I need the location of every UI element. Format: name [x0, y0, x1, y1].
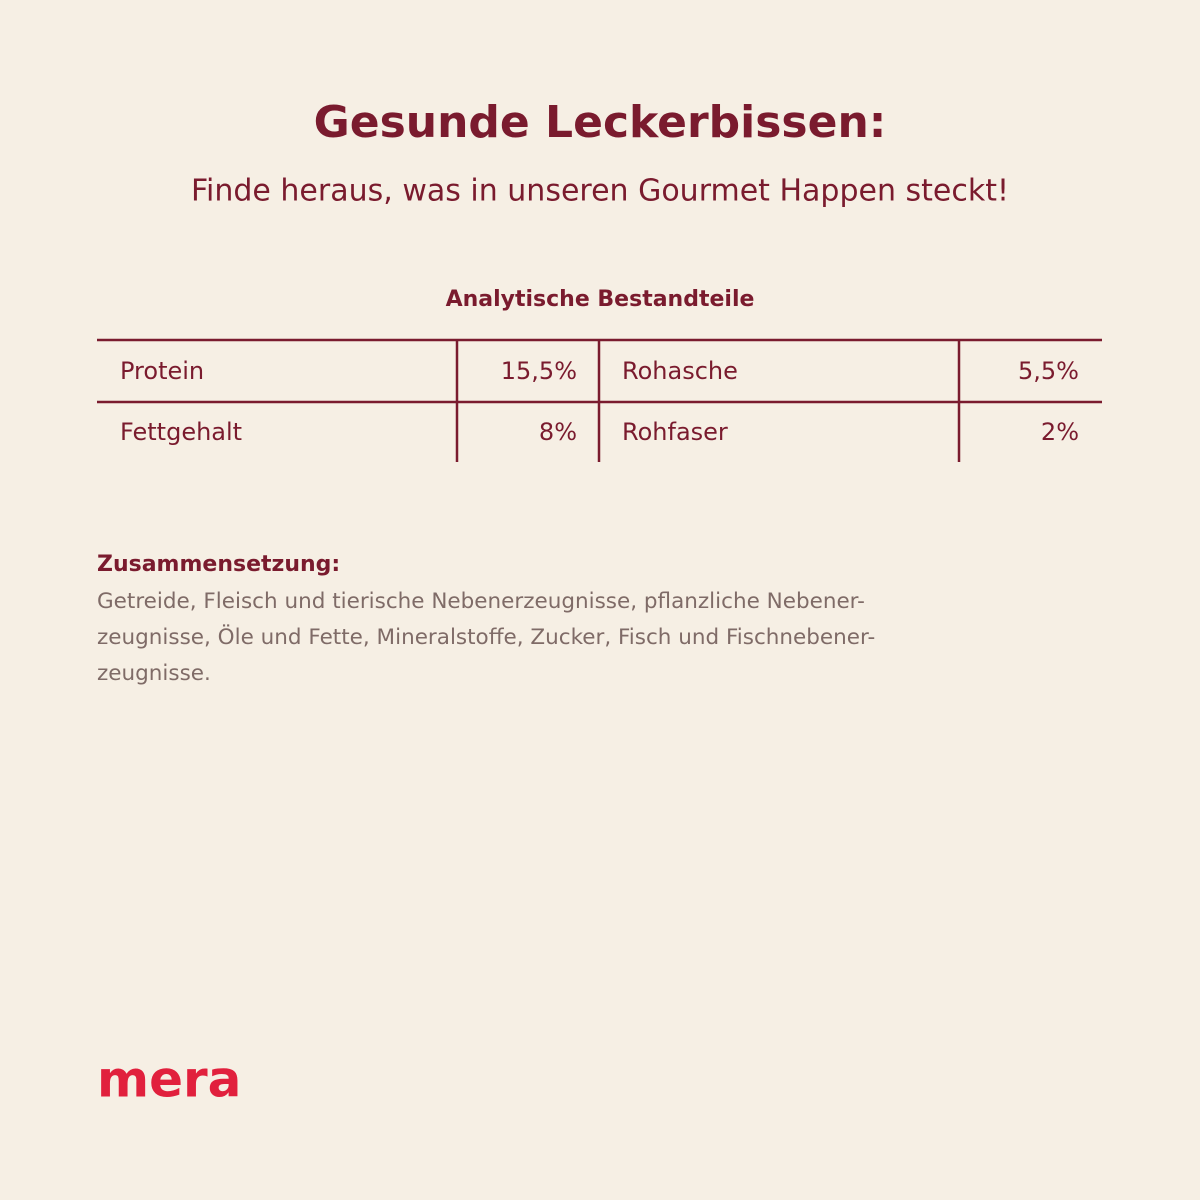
- cell-value: 5,5%: [1018, 357, 1079, 385]
- subtitle: Finde heraus, was in unseren Gourmet Hap…: [191, 174, 1009, 209]
- composition-line: zeugnisse.: [97, 661, 211, 686]
- cell-value: 8%: [539, 418, 577, 446]
- composition-line: zeugnisse, Öle und Fette, Mineralstoffe,…: [97, 624, 875, 650]
- cell-label: Fettgehalt: [120, 418, 242, 446]
- cell-label: Rohfaser: [622, 418, 728, 446]
- title: Gesunde Leckerbissen:: [314, 97, 887, 148]
- composition-line: Getreide, Fleisch und tierische Nebenerz…: [97, 589, 865, 614]
- logo: mera: [97, 1051, 241, 1109]
- cell-label: Protein: [120, 357, 204, 385]
- cell-label: Rohasche: [622, 357, 738, 385]
- table: [97, 338, 1102, 462]
- cell-value: 15,5%: [501, 357, 577, 385]
- cell-value: 2%: [1041, 418, 1079, 446]
- table-title: Analytische Bestandteile: [446, 287, 755, 312]
- composition-heading: Zusammensetzung:: [97, 552, 340, 577]
